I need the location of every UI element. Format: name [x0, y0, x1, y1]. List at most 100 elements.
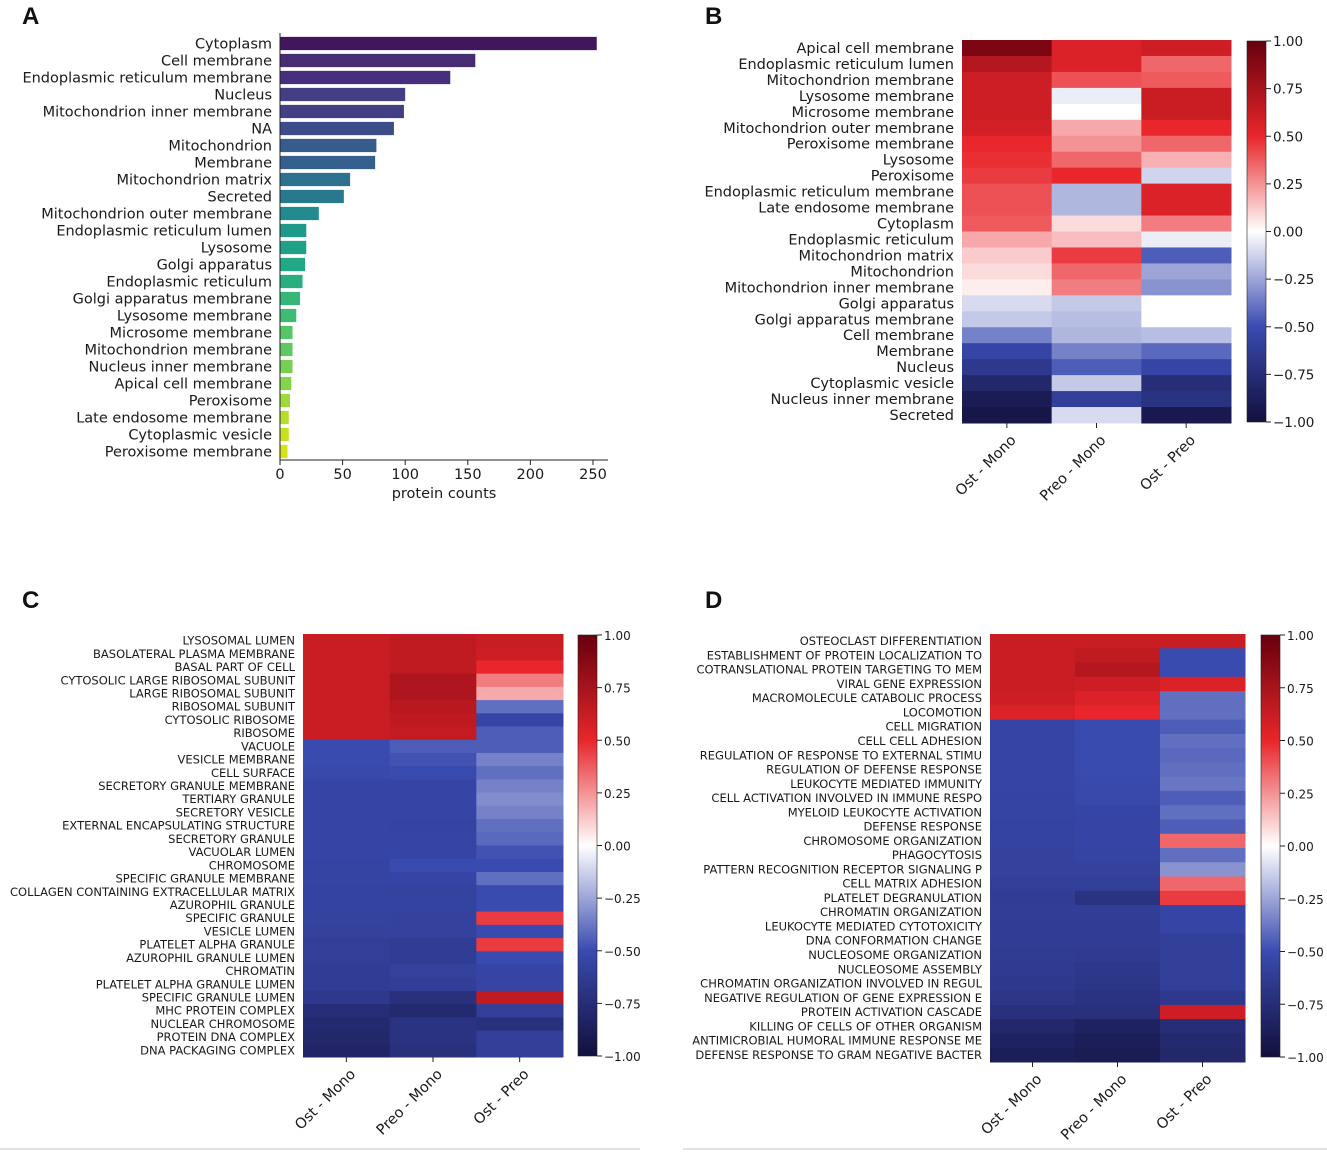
heat-cell-c-10-0: [303, 766, 391, 780]
category-label-a-22: Late endosome membrane: [76, 411, 272, 427]
heat-cell-c-18-1: [389, 871, 477, 886]
col-label-b-1: Preo - Mono: [1037, 432, 1109, 504]
heat-cell-b-8-1: [1051, 167, 1142, 185]
colorbar-label-b-8: −1.00: [1273, 415, 1314, 431]
row-label-c-18: SPECIFIC GRANULE MEMBRANE: [115, 872, 295, 886]
heat-cell-c-28-0: [303, 1004, 391, 1018]
row-label-c-17: CHROMOSOME: [209, 858, 295, 872]
heat-cell-c-31-1: [389, 1043, 477, 1058]
row-label-d-29: DEFENSE RESPONSE TO GRAM NEGATIVE BACTER: [695, 1048, 982, 1062]
heat-cell-c-3-1: [389, 673, 477, 688]
heat-cell-b-19-2: [1141, 343, 1232, 360]
row-label-c-9: VESICLE MEMBRANE: [178, 753, 295, 767]
category-label-a-5: NA: [251, 122, 272, 138]
row-label-d-1: ESTABLISHMENT OF PROTEIN LOCALIZATION TO: [707, 648, 982, 662]
heat-cell-d-16-0: [990, 862, 1076, 878]
category-label-a-20: Apical cell membrane: [114, 377, 272, 393]
heat-cell-d-18-0: [990, 890, 1076, 906]
heat-cell-d-3-1: [1075, 676, 1161, 692]
col-label-d-2: Ost - Preo: [1154, 1071, 1216, 1133]
heat-cell-c-12-2: [476, 792, 564, 807]
category-label-a-8: Mitochondrion matrix: [117, 173, 273, 189]
heat-cell-b-20-0: [962, 359, 1053, 376]
heat-cell-d-15-0: [990, 848, 1076, 863]
heat-cell-d-14-2: [1160, 833, 1246, 849]
heat-cell-d-25-0: [990, 990, 1076, 1006]
heat-cell-c-18-0: [303, 871, 391, 886]
heat-cell-c-11-2: [476, 779, 564, 794]
heat-cell-d-13-2: [1160, 819, 1246, 835]
row-label-c-16: VACUOLAR LUMEN: [188, 845, 295, 859]
heat-cell-b-2-1: [1051, 71, 1142, 89]
row-label-d-0: OSTEOCLAST DIFFERENTIATION: [800, 634, 982, 648]
heat-cell-d-22-0: [990, 947, 1076, 963]
heat-cell-c-14-1: [389, 819, 477, 833]
heat-cell-b-2-2: [1141, 71, 1232, 89]
heat-cell-b-17-0: [962, 311, 1053, 328]
heat-cell-b-1-0: [962, 55, 1053, 73]
heat-cell-b-10-0: [962, 199, 1053, 217]
bar-a-22: [280, 410, 289, 425]
heat-cell-b-12-0: [962, 231, 1053, 248]
category-label-a-7: Membrane: [194, 156, 272, 172]
heat-cell-d-17-0: [990, 876, 1076, 892]
row-label-d-28: ANTIMICROBIAL HUMORAL IMMUNE RESPONSE ME: [692, 1034, 982, 1048]
row-label-d-4: MACROMOLECULE CATABOLIC PROCESS: [752, 691, 982, 705]
heat-cell-c-30-1: [389, 1030, 477, 1045]
heat-cell-c-9-0: [303, 752, 391, 767]
heat-cell-b-8-0: [962, 167, 1053, 185]
heat-cell-b-4-0: [962, 103, 1053, 121]
heat-cell-b-13-0: [962, 247, 1053, 264]
heat-cell-d-16-1: [1075, 862, 1161, 878]
row-label-b-8: Peroxisome: [871, 169, 954, 185]
heat-cell-c-21-1: [389, 911, 477, 926]
x-tick-label-a-2: 100: [391, 467, 419, 483]
heat-cell-c-13-1: [389, 805, 477, 820]
colorbar-label-d-3: 0.25: [1287, 787, 1314, 801]
heat-cell-d-12-0: [990, 805, 1076, 820]
row-label-d-15: PHAGOCYTOSIS: [892, 848, 982, 862]
heat-cell-b-18-1: [1051, 327, 1142, 344]
row-label-d-23: NUCLEOSOME ASSEMBLY: [838, 962, 983, 976]
row-label-d-10: LEUKOCYTE MEDIATED IMMUNITY: [790, 777, 983, 791]
heat-cell-b-10-2: [1141, 199, 1232, 217]
heat-cell-b-22-2: [1141, 391, 1232, 408]
heat-cell-c-15-2: [476, 832, 564, 846]
heat-cell-d-10-0: [990, 776, 1076, 792]
heat-cell-d-8-2: [1160, 748, 1246, 763]
heat-cell-d-26-0: [990, 1004, 1076, 1020]
heat-cell-d-17-1: [1075, 876, 1161, 892]
heat-cell-c-27-0: [303, 990, 391, 1005]
row-label-c-29: NUCLEAR CHROMOSOME: [151, 1017, 295, 1031]
x-tick-label-a-1: 50: [333, 467, 351, 483]
heat-cell-b-20-1: [1051, 359, 1142, 376]
heat-cell-c-11-0: [303, 779, 391, 794]
heat-cell-c-29-0: [303, 1017, 391, 1032]
row-label-d-19: CHROMATIN ORGANIZATION: [820, 905, 982, 919]
heat-cell-d-1-0: [990, 648, 1076, 664]
heat-cell-d-3-0: [990, 676, 1076, 692]
row-label-c-4: LARGE RIBOSOMAL SUBUNIT: [129, 686, 296, 700]
heat-cell-b-13-2: [1141, 247, 1232, 264]
row-label-b-13: Mitochondrion matrix: [799, 248, 955, 264]
bar-a-16: [280, 308, 297, 323]
heat-cell-c-26-1: [389, 977, 477, 992]
heat-cell-d-15-1: [1075, 848, 1161, 863]
heat-cell-c-12-1: [389, 792, 477, 807]
heat-cell-c-18-2: [476, 871, 564, 886]
heat-cell-b-1-1: [1051, 55, 1142, 73]
heat-cell-c-24-2: [476, 951, 564, 965]
row-label-c-0: LYSOSOMAL LUMEN: [182, 634, 295, 648]
heat-cell-b-4-1: [1051, 103, 1142, 121]
row-label-c-3: CYTOSOLIC LARGE RIBOSOMAL SUBUNIT: [61, 673, 296, 687]
row-label-c-14: EXTERNAL ENCAPSULATING STRUCTURE: [62, 819, 295, 833]
heat-cell-d-23-2: [1160, 962, 1246, 977]
row-label-d-24: CHROMATIN ORGANIZATION INVOLVED IN REGUL: [700, 977, 982, 991]
heat-cell-d-8-0: [990, 748, 1076, 763]
heat-cell-c-21-2: [476, 911, 564, 926]
heat-cell-b-5-2: [1141, 119, 1232, 137]
heat-cell-d-6-2: [1160, 719, 1246, 735]
heat-cell-b-17-1: [1051, 311, 1142, 328]
colorbar-label-c-3: 0.25: [604, 787, 631, 801]
